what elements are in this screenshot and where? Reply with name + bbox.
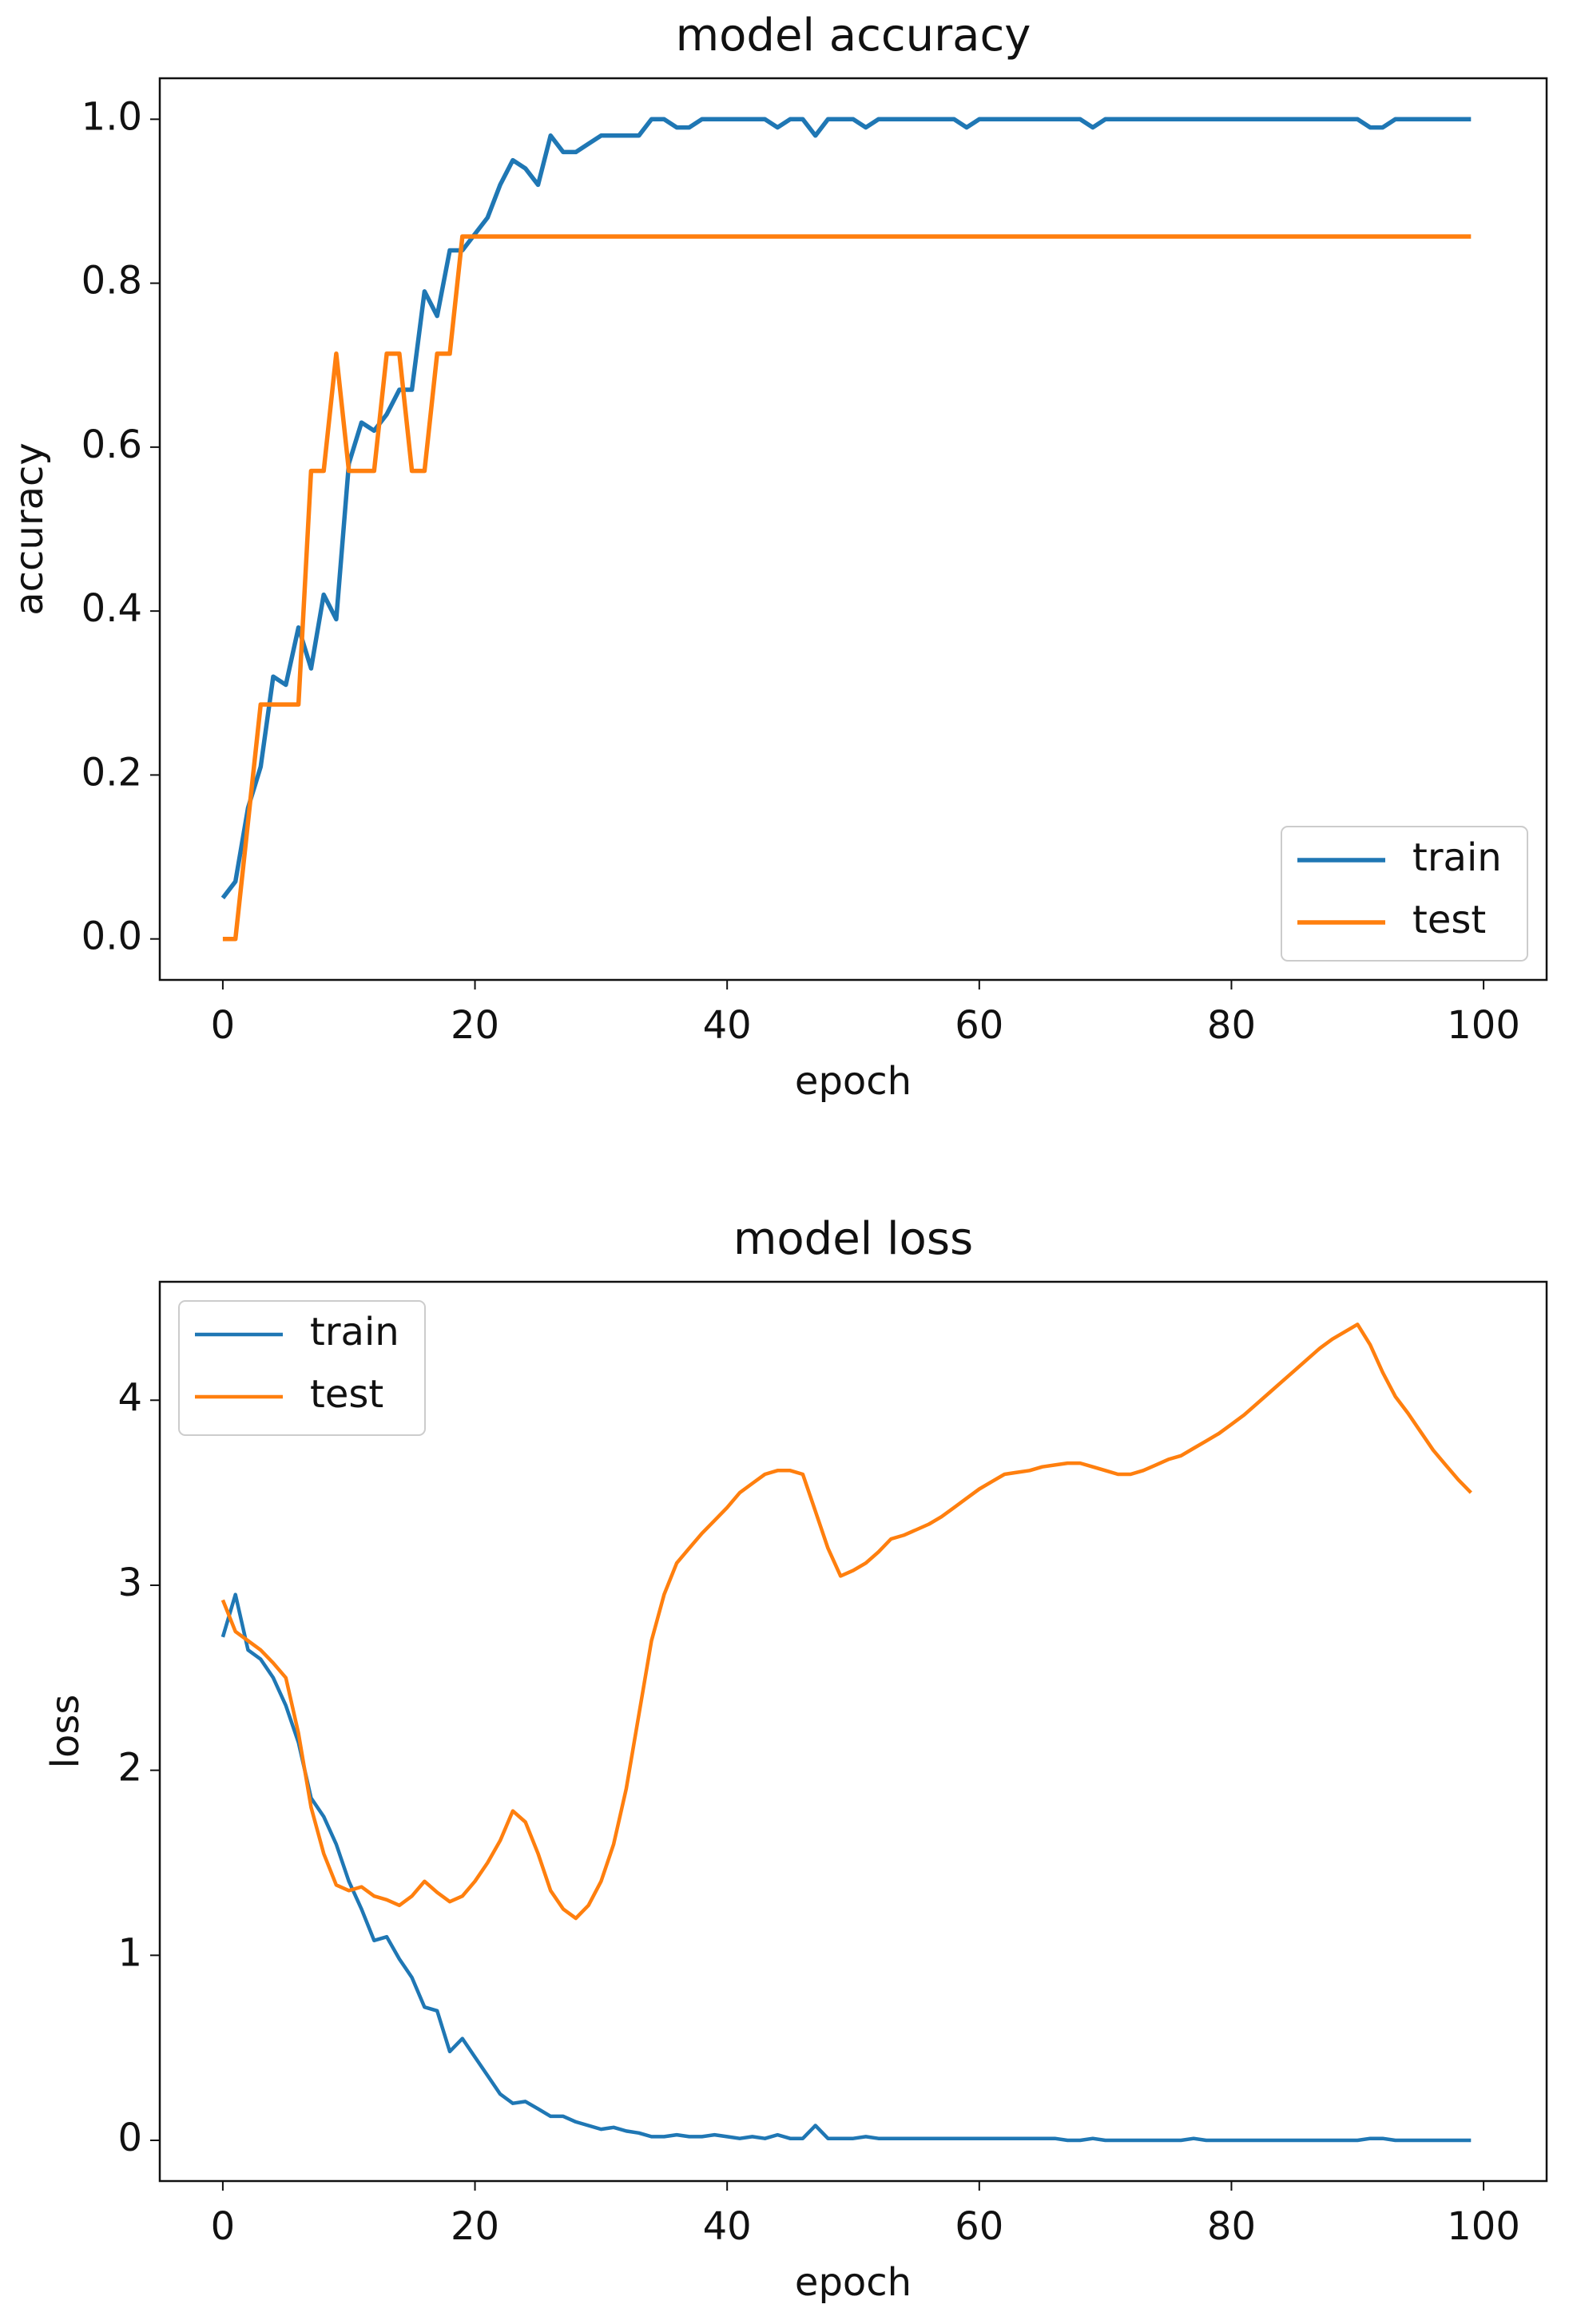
series-line: [220, 117, 1472, 900]
x-tick-label: 100: [1447, 2204, 1520, 2249]
series-line: [220, 1323, 1472, 1921]
x-tick-label: 80: [1207, 2204, 1256, 2249]
x-tick-label: 0: [211, 1003, 236, 1048]
y-axis-label: accuracy: [7, 442, 52, 616]
legend-label: train: [310, 1310, 399, 1354]
y-tick-label: 0.6: [81, 422, 142, 467]
y-tick-label: 0: [117, 2116, 142, 2160]
legend-label: test: [310, 1372, 383, 1417]
x-axis-label: epoch: [795, 1059, 912, 1104]
x-tick-label: 20: [451, 1003, 499, 1048]
x-tick-label: 0: [211, 2204, 236, 2249]
legend: train test: [178, 1300, 426, 1436]
y-tick-label: 0.2: [81, 750, 142, 795]
x-tick-label: 40: [703, 2204, 752, 2249]
legend-label: test: [1412, 898, 1486, 942]
series-line: [222, 234, 1472, 942]
x-tick-label: 20: [451, 2204, 499, 2249]
chart-title: model accuracy: [676, 10, 1031, 61]
plot-frame: [158, 1280, 1548, 2183]
y-tick-label: 3: [117, 1561, 142, 1605]
chart-title: model loss: [733, 1213, 973, 1265]
y-axis-label: loss: [43, 1695, 88, 1769]
y-tick-label: 1.0: [81, 94, 142, 139]
y-tick-label: 0.8: [81, 259, 142, 303]
plot-frame: [158, 77, 1548, 982]
x-tick-label: 100: [1447, 1003, 1520, 1048]
y-tick-label: 4: [117, 1375, 142, 1420]
legend: train test: [1281, 826, 1528, 962]
y-tick-label: 0.0: [81, 914, 142, 959]
x-tick-label: 60: [955, 2204, 1003, 2249]
y-tick-label: 1: [117, 1930, 142, 1975]
x-tick-label: 80: [1207, 1003, 1256, 1048]
x-tick-label: 60: [955, 1003, 1003, 1048]
y-tick-label: 0.4: [81, 586, 142, 631]
x-axis-label: epoch: [795, 2260, 912, 2305]
y-tick-label: 2: [117, 1746, 142, 1791]
x-tick-label: 40: [703, 1003, 752, 1048]
series-line: [220, 1592, 1472, 2143]
legend-label: train: [1412, 835, 1502, 880]
